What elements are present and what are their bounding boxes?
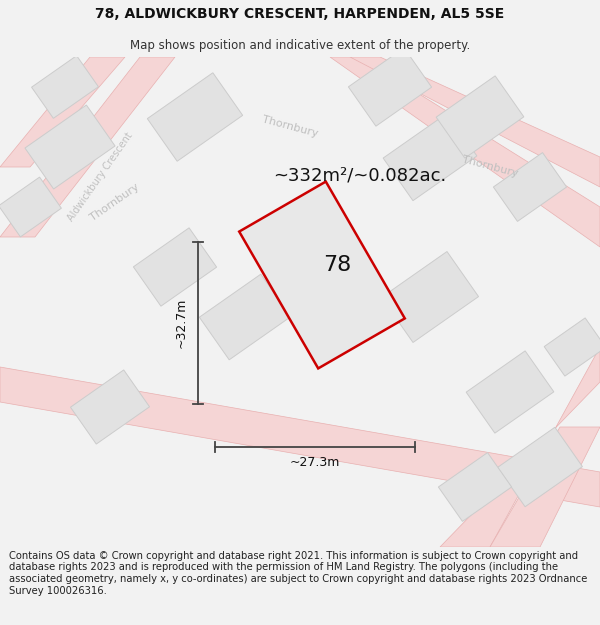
Text: 78, ALDWICKBURY CRESCENT, HARPENDEN, AL5 5SE: 78, ALDWICKBURY CRESCENT, HARPENDEN, AL5…: [95, 8, 505, 21]
Polygon shape: [330, 57, 600, 247]
Polygon shape: [25, 105, 115, 189]
Text: Map shows position and indicative extent of the property.: Map shows position and indicative extent…: [130, 39, 470, 52]
Text: Contains OS data © Crown copyright and database right 2021. This information is : Contains OS data © Crown copyright and d…: [9, 551, 587, 596]
Polygon shape: [439, 452, 512, 521]
Text: 78: 78: [323, 255, 351, 275]
Polygon shape: [490, 427, 600, 547]
Polygon shape: [0, 367, 600, 507]
Text: ~332m²/~0.082ac.: ~332m²/~0.082ac.: [274, 166, 446, 184]
Polygon shape: [436, 76, 524, 158]
Polygon shape: [497, 428, 583, 507]
Polygon shape: [383, 113, 477, 201]
Polygon shape: [440, 347, 600, 547]
Polygon shape: [349, 48, 431, 126]
Polygon shape: [32, 56, 98, 118]
Polygon shape: [239, 182, 405, 368]
Polygon shape: [133, 228, 217, 306]
Polygon shape: [0, 57, 125, 167]
Polygon shape: [350, 57, 600, 187]
Text: ~27.3m: ~27.3m: [290, 456, 340, 469]
Polygon shape: [493, 152, 566, 221]
Polygon shape: [466, 351, 554, 433]
Text: Thornbury: Thornbury: [261, 115, 319, 139]
Text: Aldwickbury Crescent: Aldwickbury Crescent: [65, 131, 134, 223]
Polygon shape: [0, 177, 61, 237]
Polygon shape: [148, 72, 242, 161]
Polygon shape: [544, 318, 600, 376]
Polygon shape: [0, 57, 175, 237]
Text: Thornbury: Thornbury: [89, 181, 142, 222]
Polygon shape: [199, 274, 290, 360]
Text: Thornbury: Thornbury: [461, 155, 519, 179]
Polygon shape: [382, 251, 479, 343]
Polygon shape: [70, 370, 149, 444]
Text: ~32.7m: ~32.7m: [175, 298, 188, 348]
